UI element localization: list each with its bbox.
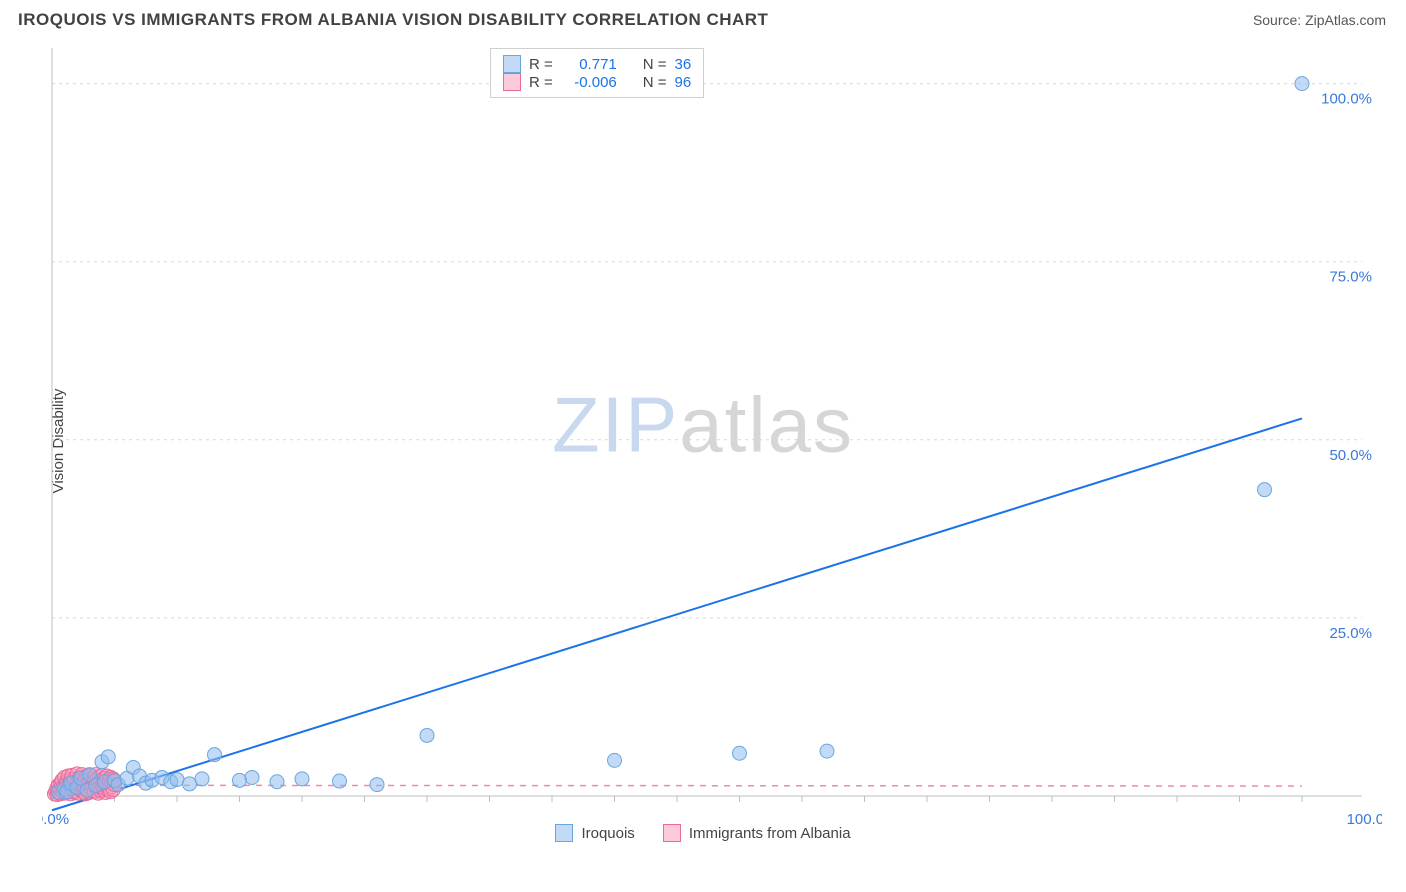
legend-label: Iroquois <box>581 825 634 842</box>
legend-swatch-pink <box>503 73 521 91</box>
source-name: ZipAtlas.com <box>1305 12 1386 28</box>
legend-n-label: N = <box>643 74 667 91</box>
legend-r-label: R = <box>529 56 553 73</box>
legend-swatch-blue <box>503 55 521 73</box>
axes <box>52 48 1362 802</box>
series-legend: Iroquois Immigrants from Albania <box>0 824 1406 842</box>
series-blue-points <box>51 77 1309 800</box>
legend-r-value: 0.771 <box>561 56 617 73</box>
legend-item-pink: Immigrants from Albania <box>663 824 851 842</box>
legend-r-label: R = <box>529 74 553 91</box>
chart-area: Vision Disability ZIPatlas 25.0%50.0%75.… <box>0 36 1406 846</box>
svg-text:50.0%: 50.0% <box>1329 447 1372 464</box>
legend-r-value: -0.006 <box>561 74 617 91</box>
source-prefix: Source: <box>1253 12 1305 28</box>
legend-n-label: N = <box>643 56 667 73</box>
svg-text:100.0%: 100.0% <box>1321 91 1372 108</box>
legend-n-value: 96 <box>675 74 692 91</box>
header: IROQUOIS VS IMMIGRANTS FROM ALBANIA VISI… <box>0 0 1406 36</box>
chart-title: IROQUOIS VS IMMIGRANTS FROM ALBANIA VISI… <box>18 10 768 30</box>
legend-item-blue: Iroquois <box>555 824 634 842</box>
legend-swatch-pink <box>663 824 681 842</box>
svg-text:25.0%: 25.0% <box>1329 625 1372 642</box>
svg-text:75.0%: 75.0% <box>1329 269 1372 286</box>
gridlines <box>52 84 1362 618</box>
y-tick-labels: 25.0% 50.0% 75.0% 100.0% <box>1321 91 1372 642</box>
source-attribution: Source: ZipAtlas.com <box>1253 12 1386 28</box>
legend-label: Immigrants from Albania <box>689 825 851 842</box>
correlation-legend: R = 0.771 N = 36 R = -0.006 N = 96 <box>490 48 704 98</box>
legend-swatch-blue <box>555 824 573 842</box>
legend-row-pink: R = -0.006 N = 96 <box>503 73 691 91</box>
scatter-plot: 25.0%50.0%75.0%100.0% 0.0%100.0% <box>42 36 1382 846</box>
legend-n-value: 36 <box>675 56 692 73</box>
legend-row-blue: R = 0.771 N = 36 <box>503 55 691 73</box>
regression-lines <box>52 418 1302 810</box>
